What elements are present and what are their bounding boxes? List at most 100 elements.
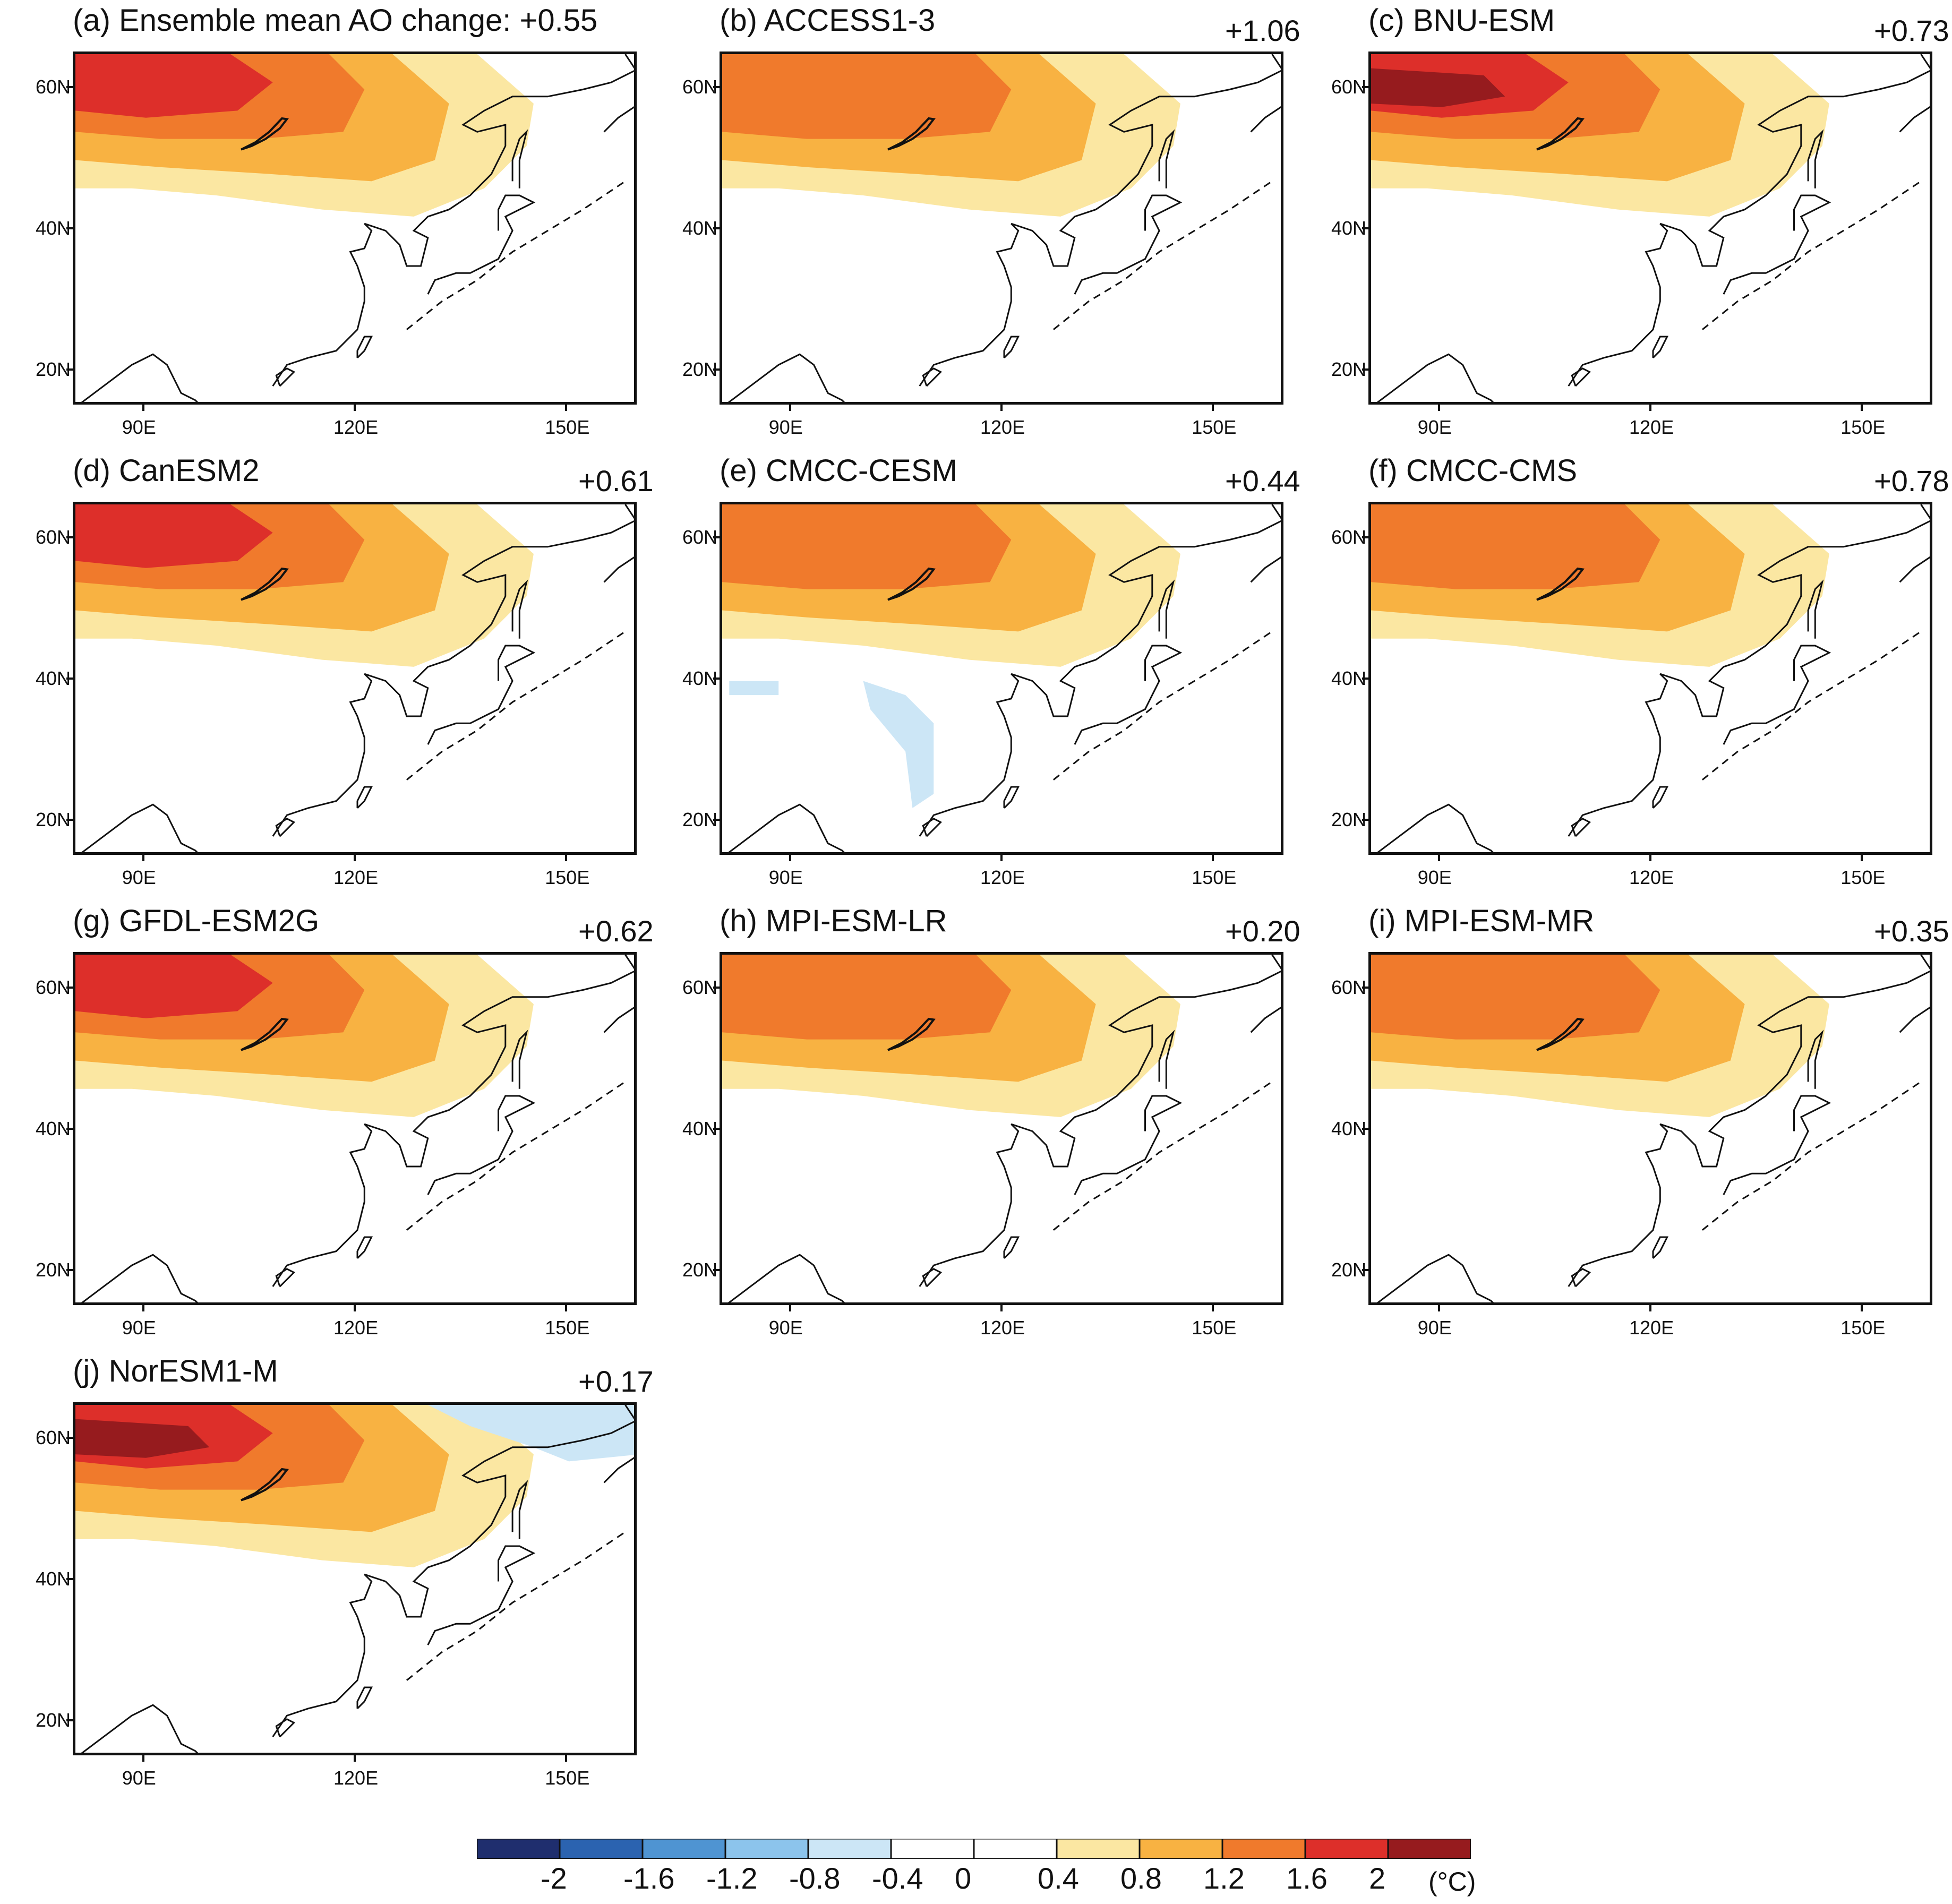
colorbar-swatch — [724, 1838, 809, 1860]
panel-title: (a) Ensemble mean AO change: +0.55 — [73, 3, 598, 38]
map-svg — [1371, 54, 1930, 402]
y-tick — [1362, 85, 1368, 88]
y-tick — [66, 986, 73, 989]
y-tick-label: 60N — [1331, 976, 1367, 998]
colorbar-tick-label: -0.4 — [872, 1862, 923, 1895]
coastline — [1652, 786, 1669, 809]
boundary-dashed-line — [1052, 631, 1273, 781]
x-tick-label: 120E — [1629, 867, 1674, 888]
x-tick — [1437, 405, 1440, 411]
map-frame — [73, 52, 637, 405]
y-tick — [1362, 1127, 1368, 1130]
y-tick — [66, 1127, 73, 1130]
panel-ao-value: +0.35 — [1874, 914, 1949, 948]
y-tick — [66, 227, 73, 229]
y-tick — [713, 818, 720, 821]
panel-ao-value: +0.73 — [1874, 14, 1949, 47]
y-tick — [66, 536, 73, 538]
x-tick-label: 90E — [1417, 1317, 1452, 1339]
panel-title: (i) MPI-ESM-MR — [1368, 904, 1595, 938]
x-tick-label: 150E — [545, 416, 590, 438]
x-tick-label: 120E — [1629, 1317, 1674, 1339]
x-tick-label: 90E — [768, 416, 803, 438]
y-tick-label: 40N — [682, 667, 718, 689]
y-tick-label: 40N — [1331, 217, 1367, 239]
x-tick — [789, 405, 791, 411]
coastline — [1003, 336, 1020, 358]
coastline — [922, 367, 943, 387]
map-frame — [1368, 52, 1932, 405]
coastline — [919, 70, 1281, 387]
anomaly-contour-1p2 — [722, 955, 1012, 1040]
coastline — [81, 1254, 199, 1302]
y-tick-label: 20N — [682, 1258, 718, 1281]
panel-title: (j) NorESM1-M — [73, 1354, 278, 1388]
x-tick — [1649, 855, 1651, 861]
coastline — [727, 803, 845, 852]
x-tick-label: 120E — [333, 867, 379, 888]
coastline — [1571, 367, 1591, 387]
lake-baikal-outline — [241, 567, 289, 601]
coastline — [1376, 803, 1494, 852]
y-tick-label: 20N — [1331, 808, 1367, 830]
panel-ao-value: +0.17 — [578, 1365, 654, 1398]
boundary-dashed-line — [406, 1531, 626, 1681]
boundary-dashed-line — [1701, 1081, 1922, 1231]
boundary-dashed-line — [1052, 181, 1273, 330]
x-tick-label: 90E — [1417, 867, 1452, 888]
y-tick-label: 40N — [682, 217, 718, 239]
y-tick-label: 20N — [36, 1709, 71, 1731]
coastline — [511, 579, 528, 639]
map-svg — [722, 54, 1281, 402]
coastline — [511, 1480, 528, 1539]
panel-title: (e) CMCC-CESM — [720, 453, 957, 488]
lake-baikal-outline — [1536, 567, 1585, 601]
map-frame — [1368, 952, 1932, 1305]
colorbar-svg — [476, 1838, 1472, 1860]
y-tick — [1362, 227, 1368, 229]
y-tick — [66, 677, 73, 680]
panel-title: (f) CMCC-CMS — [1368, 453, 1578, 488]
panel-title: (g) GFDL-ESM2G — [73, 904, 320, 938]
map-frame — [73, 952, 637, 1305]
y-tick — [713, 536, 720, 538]
x-tick — [354, 1755, 356, 1762]
y-tick — [713, 677, 720, 680]
x-tick-label: 150E — [1192, 416, 1237, 438]
x-tick-label: 90E — [768, 1317, 803, 1339]
coastline — [1158, 1030, 1175, 1089]
map-frame — [720, 52, 1283, 405]
coastline — [275, 367, 296, 387]
coastline — [356, 786, 373, 809]
panel-ao-value: +0.78 — [1874, 464, 1949, 498]
y-tick-label: 40N — [36, 217, 71, 239]
x-tick-label: 120E — [980, 867, 1025, 888]
coastline — [1652, 336, 1669, 358]
x-tick-label: 150E — [1840, 867, 1886, 888]
y-tick-label: 20N — [36, 358, 71, 380]
coastline — [1271, 504, 1281, 519]
x-tick — [1861, 855, 1863, 861]
coastline — [1723, 1095, 1831, 1195]
lake-baikal-outline — [1536, 1017, 1585, 1051]
x-tick-label: 90E — [768, 867, 803, 888]
x-tick — [1212, 855, 1214, 861]
coastline — [272, 970, 634, 1287]
coastline — [1074, 1095, 1183, 1195]
y-tick-label: 60N — [36, 75, 71, 98]
x-tick-label: 120E — [333, 1767, 379, 1789]
colorbar-tick-label: 0 — [955, 1862, 972, 1895]
boundary-dashed-line — [406, 631, 626, 781]
x-tick — [1649, 405, 1651, 411]
map-svg — [722, 504, 1281, 852]
coastline — [1807, 579, 1824, 639]
panel-ao-value: +0.44 — [1225, 464, 1300, 498]
colorbar-tick-label: -0.8 — [789, 1862, 841, 1895]
y-tick-label: 40N — [682, 1117, 718, 1139]
coastline — [1920, 54, 1930, 69]
x-tick — [1000, 405, 1003, 411]
y-tick — [713, 85, 720, 88]
x-tick — [565, 1755, 568, 1762]
coastline — [275, 1718, 296, 1738]
y-tick — [713, 1268, 720, 1271]
